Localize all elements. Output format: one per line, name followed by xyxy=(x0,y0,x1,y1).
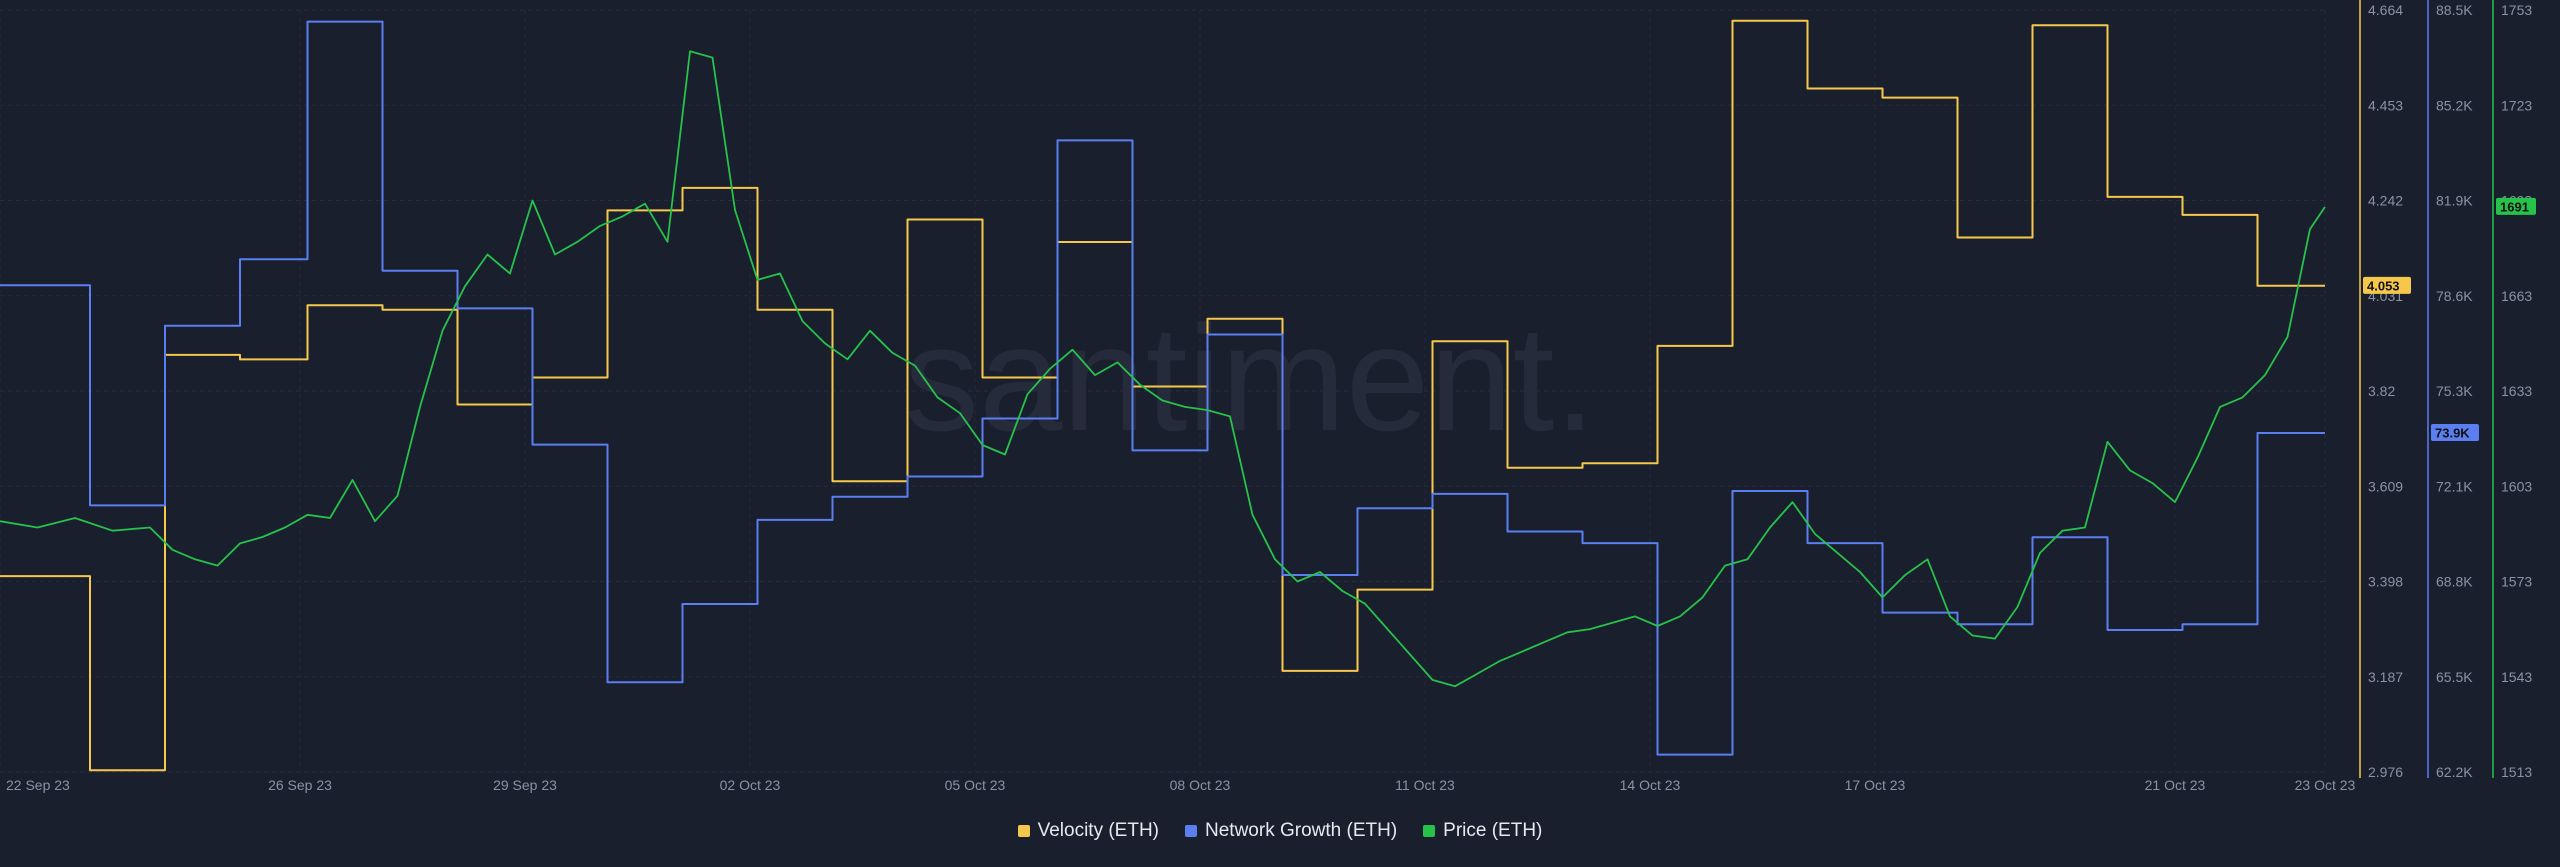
current-value-text-price: 1691 xyxy=(2500,199,2529,214)
y-tick-label-velocity: 4.453 xyxy=(2368,97,2403,113)
series-line-velocity xyxy=(0,19,2325,772)
y-tick-label-network: 88.5K xyxy=(2436,2,2473,18)
y-tick-label-price: 1723 xyxy=(2501,97,2532,113)
legend-label-velocity: Velocity (ETH) xyxy=(1037,820,1160,841)
price-swatch-icon xyxy=(1423,825,1436,837)
axes-group: 4.6644.4534.2424.0313.823.6093.3983.1872… xyxy=(6,0,2532,793)
x-tick-label: 02 Oct 23 xyxy=(720,777,781,793)
x-tick-label: 05 Oct 23 xyxy=(945,777,1006,793)
y-tick-label-velocity: 2.976 xyxy=(2368,764,2403,780)
legend-item-velocity[interactable]: Velocity (ETH) xyxy=(1017,820,1160,842)
current-value-badge-velocity xyxy=(2363,276,2411,294)
legend-label-network-growth: Network Growth (ETH) xyxy=(1205,820,1398,841)
x-tick-label: 08 Oct 23 xyxy=(1170,777,1231,793)
y-tick-label-velocity: 3.187 xyxy=(2368,669,2403,685)
y-tick-label-network: 75.3K xyxy=(2436,383,2473,399)
y-tick-label-network: 81.9K xyxy=(2436,193,2473,209)
x-tick-label: 22 Sep 23 xyxy=(6,777,70,793)
current-value-text-velocity: 4.053 xyxy=(2367,278,2400,293)
y-tick-label-price: 1633 xyxy=(2501,383,2532,399)
y-tick-label-velocity: 4.664 xyxy=(2368,2,2403,18)
y-tick-label-velocity: 3.82 xyxy=(2368,383,2395,399)
grid-lines xyxy=(0,9,2326,773)
y-tick-label-price: 1753 xyxy=(2501,2,2532,18)
x-tick-label: 23 Oct 23 xyxy=(2295,777,2356,793)
velocity-swatch-icon xyxy=(1017,825,1030,837)
y-tick-label-network: 68.8K xyxy=(2436,574,2473,590)
y-tick-label-price: 1603 xyxy=(2501,478,2532,494)
series-group xyxy=(0,19,2326,772)
x-tick-label: 21 Oct 23 xyxy=(2145,777,2206,793)
y-tick-label-network: 72.1K xyxy=(2436,478,2473,494)
x-tick-label: 17 Oct 23 xyxy=(1845,777,1906,793)
y-tick-label-velocity: 4.242 xyxy=(2368,193,2403,209)
current-value-badges: 4.053 73.9K 1691 xyxy=(2363,197,2536,442)
legend: Velocity (ETH) Network Growth (ETH) Pric… xyxy=(0,820,2560,842)
y-tick-label-network: 65.5K xyxy=(2436,669,2473,685)
y-tick-label-velocity: 3.609 xyxy=(2368,478,2403,494)
y-tick-label-velocity: 3.398 xyxy=(2368,574,2403,590)
x-tick-label: 11 Oct 23 xyxy=(1395,777,1455,793)
y-tick-label-price: 1543 xyxy=(2501,669,2532,685)
current-value-badge-network xyxy=(2431,424,2479,442)
y-tick-label-network: 78.6K xyxy=(2436,288,2473,304)
y-tick-label-price: 1663 xyxy=(2501,288,2532,304)
legend-item-network-growth[interactable]: Network Growth (ETH) xyxy=(1185,820,1397,842)
x-tick-label: 26 Sep 23 xyxy=(268,777,332,793)
x-tick-label: 14 Oct 23 xyxy=(1620,777,1681,793)
y-tick-label-network: 62.2K xyxy=(2436,764,2473,780)
current-value-text-network: 73.9K xyxy=(2435,426,2470,441)
current-value-badge-price xyxy=(2496,197,2536,215)
legend-label-price: Price (ETH) xyxy=(1443,820,1543,841)
x-tick-label: 29 Sep 23 xyxy=(493,777,557,793)
network-growth-swatch-icon xyxy=(1185,825,1198,837)
legend-item-price[interactable]: Price (ETH) xyxy=(1423,820,1542,842)
y-tick-label-price: 1513 xyxy=(2501,764,2532,780)
y-tick-label-network: 85.2K xyxy=(2436,97,2473,113)
series-line-network xyxy=(0,20,2325,756)
series-line-price xyxy=(0,50,2326,688)
y-tick-label-price: 1573 xyxy=(2501,574,2532,590)
